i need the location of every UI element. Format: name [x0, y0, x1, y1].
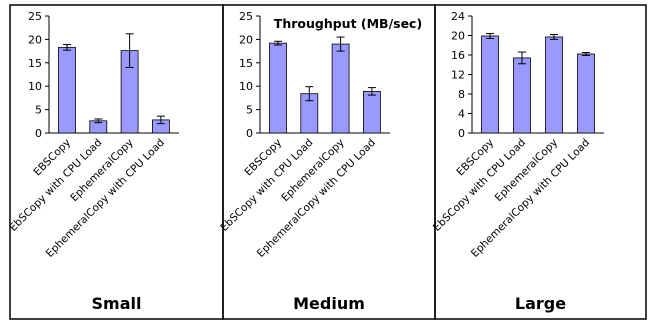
y-tick-label: 20: [28, 33, 42, 46]
panel-label: Medium: [293, 294, 365, 313]
bar: [331, 43, 350, 134]
bar: [513, 57, 531, 134]
bar: [545, 36, 563, 134]
y-tick-label: 25: [28, 10, 42, 23]
panel-label: Small: [92, 294, 142, 313]
y-tick-label: 16: [451, 49, 465, 62]
x-category-label: EphemeralCopy with CPU Load: [469, 137, 592, 260]
y-tick-label: 20: [239, 33, 253, 46]
y-tick-label: 8: [458, 88, 465, 101]
y-tick-label: 15: [28, 57, 42, 70]
y-tick-label: 10: [239, 80, 253, 93]
panel-label: Large: [515, 294, 566, 313]
y-tick-label: 20: [451, 30, 465, 43]
y-tick-label: 25: [239, 10, 253, 23]
bar: [481, 35, 499, 134]
y-tick-label: 24: [451, 10, 465, 23]
y-tick-label: 0: [458, 127, 465, 140]
y-tick-label: 0: [35, 127, 42, 140]
y-tick-label: 5: [35, 104, 42, 117]
y-tick-label: 5: [246, 104, 253, 117]
y-tick-label: 10: [28, 80, 42, 93]
chart-title: Throughput (MB/sec): [274, 16, 422, 31]
y-tick-label: 0: [246, 127, 253, 140]
y-tick-label: 15: [239, 57, 253, 70]
bar: [58, 46, 76, 134]
bar: [269, 42, 287, 134]
bar: [577, 53, 595, 134]
bar: [362, 90, 381, 134]
y-tick-label: 12: [451, 69, 465, 82]
y-tick-label: 4: [458, 108, 465, 121]
panel-frame: [434, 4, 647, 320]
